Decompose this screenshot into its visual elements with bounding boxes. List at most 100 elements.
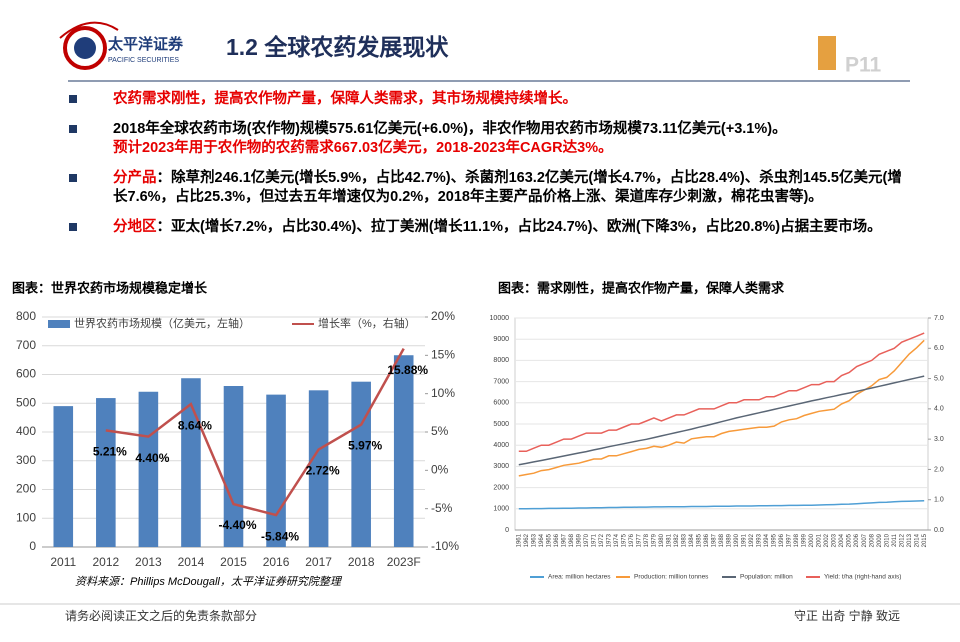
x-tick-label: 2016 bbox=[263, 555, 290, 569]
chart-title: 图表：需求刚性，提高农作物产量，保障人类需求 bbox=[498, 280, 785, 295]
x-tick-label: 1978 bbox=[644, 533, 650, 547]
x-tick-label: 2003 bbox=[832, 533, 838, 547]
y-tick-label: 400 bbox=[16, 424, 36, 438]
x-tick-label: 2017 bbox=[305, 555, 332, 569]
x-tick-label: 1991 bbox=[742, 533, 748, 547]
y2-tick-label: 3.0 bbox=[934, 436, 944, 443]
y2-tick-label: -5% bbox=[431, 501, 453, 515]
page-number: P11 bbox=[845, 54, 882, 77]
x-tick-label: 1977 bbox=[636, 533, 642, 547]
x-tick-label: 1964 bbox=[539, 533, 545, 547]
y-tick-label: 200 bbox=[16, 482, 36, 496]
x-tick-label: 1984 bbox=[689, 533, 695, 547]
y2-tick-label: 5.0 bbox=[934, 375, 944, 382]
y-tick-label: 0 bbox=[505, 527, 509, 534]
bullet-text: 分产品 bbox=[113, 170, 157, 186]
footer-right: 守正 出奇 宁静 致远 bbox=[794, 608, 900, 623]
bullet-list: 农药需求刚性，提高农作物产量，保障人类需求，其市场规模持续增长。 2018年全球农… bbox=[69, 90, 913, 248]
y-tick-label: 600 bbox=[16, 367, 36, 381]
x-tick-label: 1993 bbox=[757, 533, 763, 547]
y2-tick-label: 10% bbox=[431, 386, 455, 400]
bullet-text: 农药需求刚性，提高农作物产量，保障人类需求，其市场规模持续增长。 bbox=[113, 91, 577, 107]
y-tick-label: 300 bbox=[16, 453, 36, 467]
x-tick-label: 2011 bbox=[50, 555, 76, 569]
x-tick-label: 1999 bbox=[802, 533, 808, 547]
series-line bbox=[518, 332, 925, 453]
x-tick-label: 1992 bbox=[749, 533, 755, 547]
y2-tick-label: 0% bbox=[431, 463, 449, 477]
y-tick-label: 500 bbox=[16, 395, 36, 409]
y2-tick-label: 5% bbox=[431, 424, 449, 438]
data-label: -5.84% bbox=[261, 529, 299, 543]
x-tick-label: 1996 bbox=[779, 533, 785, 547]
y-tick-label: 10000 bbox=[490, 315, 510, 322]
x-tick-label: 2011 bbox=[892, 533, 898, 547]
x-tick-label: 1979 bbox=[651, 533, 657, 547]
y-tick-label: 9000 bbox=[493, 336, 509, 343]
y-tick-label: 5000 bbox=[493, 421, 509, 428]
x-tick-label: 1982 bbox=[674, 533, 680, 547]
corner-image bbox=[818, 36, 836, 70]
bullet-text: ：除草剂246.1亿美元(增长5.9%，占比42.7%)、杀菌剂163.2亿美元… bbox=[113, 170, 902, 205]
x-tick-label: 1983 bbox=[682, 533, 688, 547]
legend-label: Area: million hectares bbox=[548, 574, 611, 581]
x-tick-label: 2008 bbox=[869, 533, 875, 547]
y2-tick-label: -10% bbox=[431, 539, 459, 553]
y-tick-label: 8000 bbox=[493, 357, 509, 364]
bar bbox=[308, 390, 329, 547]
bullet-text: 预计2023年用于农作物的农药需求667.03亿美元，2018-2023年CAG… bbox=[113, 140, 613, 156]
data-label: 5.21% bbox=[93, 445, 127, 459]
x-tick-label: 1989 bbox=[727, 533, 733, 547]
logo-ring bbox=[63, 26, 107, 70]
y2-tick-label: 20% bbox=[431, 309, 455, 323]
x-tick-label: 2004 bbox=[839, 533, 845, 547]
bullet: 分产品：除草剂246.1亿美元(增长5.9%，占比42.7%)、杀菌剂163.2… bbox=[69, 169, 913, 207]
legend-label: Production: million tonnes bbox=[634, 574, 709, 581]
y-tick-label: 1000 bbox=[493, 506, 509, 513]
x-tick-label: 1967 bbox=[561, 533, 567, 547]
x-tick-label: 2010 bbox=[884, 533, 890, 547]
x-tick-label: 1971 bbox=[591, 533, 597, 547]
x-tick-label: 2000 bbox=[809, 533, 815, 547]
series-line bbox=[518, 499, 925, 510]
x-tick-label: 2015 bbox=[922, 533, 928, 547]
data-label: 8.64% bbox=[178, 418, 212, 432]
x-tick-label: 1976 bbox=[629, 533, 635, 547]
x-tick-label: 2005 bbox=[847, 533, 853, 547]
data-label: 2.72% bbox=[306, 464, 340, 478]
x-tick-label: 2009 bbox=[877, 533, 883, 547]
y-tick-label: 800 bbox=[16, 309, 36, 323]
x-tick-label: 2014 bbox=[914, 533, 920, 547]
x-tick-label: 1980 bbox=[659, 533, 665, 547]
bullet-text: 2018年全球农药市场(农作物)规模575.61亿美元(+6.0%)，非农作物用… bbox=[113, 121, 787, 137]
x-tick-label: 1972 bbox=[599, 533, 605, 547]
y-tick-label: 100 bbox=[16, 510, 36, 524]
x-tick-label: 1986 bbox=[704, 533, 710, 547]
data-label: 5.97% bbox=[348, 439, 382, 453]
x-tick-label: 2007 bbox=[862, 533, 868, 547]
x-tick-label: 1968 bbox=[569, 533, 575, 547]
legend-label: 增长率（%，右轴） bbox=[318, 316, 416, 330]
bullet: 农药需求刚性，提高农作物产量，保障人类需求，其市场规模持续增长。 bbox=[69, 90, 913, 109]
x-tick-label: 1969 bbox=[576, 533, 582, 547]
y2-tick-label: 0.0 bbox=[934, 527, 944, 534]
x-tick-label: 1995 bbox=[772, 533, 778, 547]
slide-title: 1.2 全球农药发展现状 bbox=[226, 34, 449, 60]
x-tick-label: 1990 bbox=[734, 533, 740, 547]
y-tick-label: 0 bbox=[29, 539, 36, 553]
x-tick-label: 2002 bbox=[824, 533, 830, 547]
bar bbox=[138, 391, 159, 547]
footer-left: 请务必阅读正文之后的免责条款部分 bbox=[65, 608, 257, 623]
legend-label: 世界农药市场规模（亿美元，左轴） bbox=[74, 316, 250, 330]
logo-core bbox=[74, 37, 96, 59]
series-line bbox=[518, 339, 925, 477]
y-tick-label: 4000 bbox=[493, 442, 509, 449]
legend-label: Yield: t/ha (right-hand axis) bbox=[824, 574, 901, 581]
x-tick-label: 2013 bbox=[135, 555, 162, 569]
bullet-text: 分地区 bbox=[113, 219, 157, 235]
x-tick-label: 1997 bbox=[787, 533, 793, 547]
bullet: 分地区：亚太(增长7.2%，占比30.4%)、拉丁美洲(增长11.1%，占比24… bbox=[69, 218, 913, 237]
bar bbox=[181, 378, 201, 547]
x-tick-label: 1981 bbox=[667, 533, 673, 547]
